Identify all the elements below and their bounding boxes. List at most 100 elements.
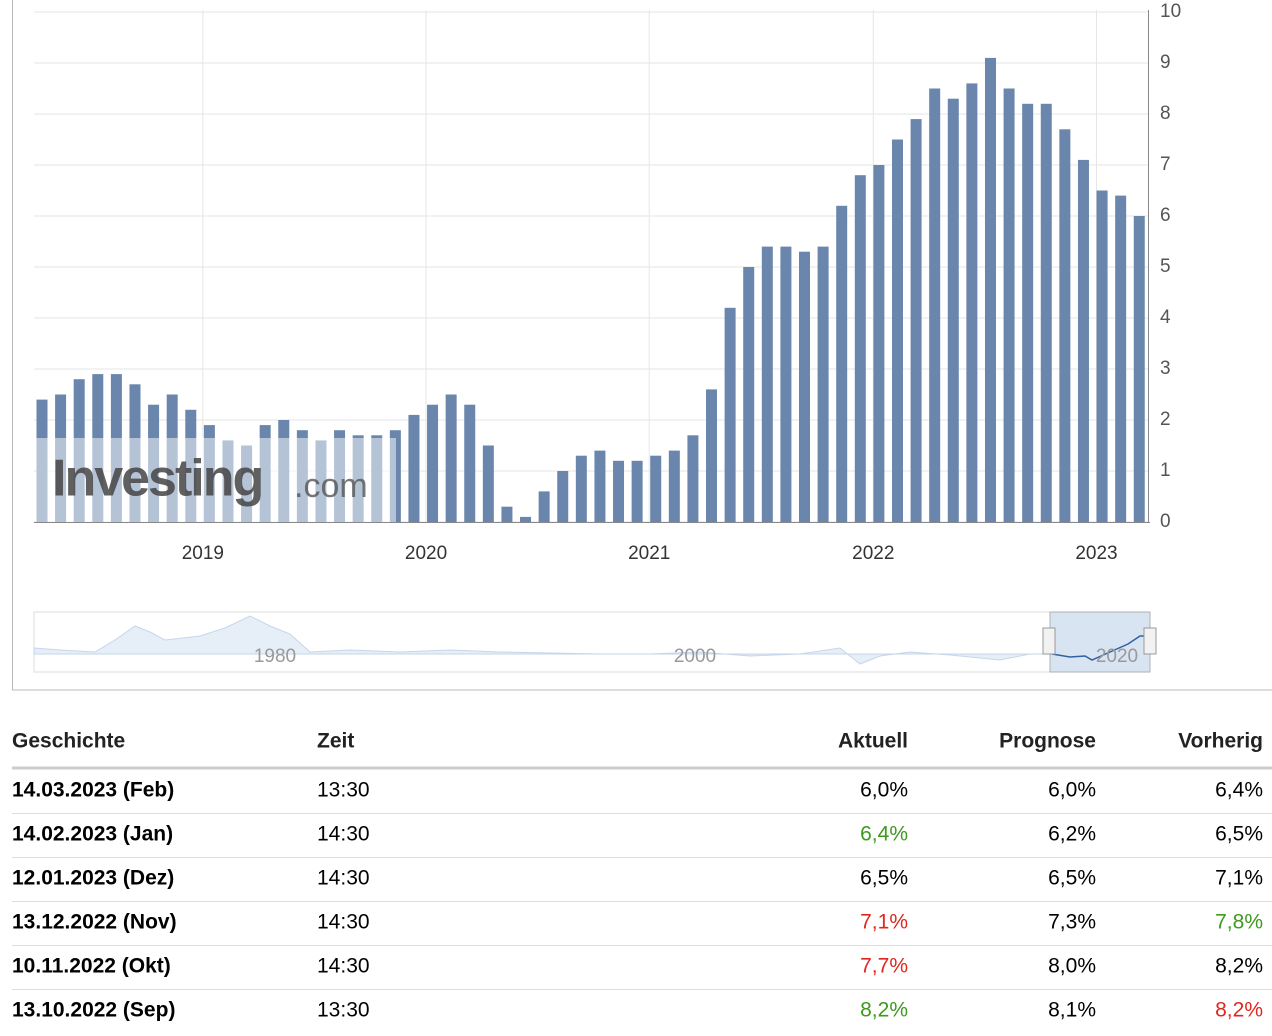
y-tick-label: 3	[1160, 358, 1171, 379]
navigator-area	[33, 615, 1050, 665]
watermark-suffix: .com	[294, 467, 368, 505]
table-cell: 6,5%	[1215, 823, 1263, 846]
y-tick-label: 5	[1160, 256, 1171, 277]
table-cell: 6,0%	[1048, 779, 1096, 802]
table-cell: 8,2%	[1215, 999, 1263, 1022]
x-tick-label: 2023	[1075, 543, 1117, 564]
table-cell: 7,1%	[1215, 867, 1263, 890]
y-tick-label: 10	[1160, 1, 1181, 22]
bar	[464, 404, 476, 522]
column-header: Vorherig	[1178, 730, 1263, 753]
bar	[594, 450, 606, 522]
table-cell: 10.11.2022 (Okt)	[12, 955, 171, 978]
x-tick-label: 2021	[628, 543, 670, 564]
table-cell: 7,7%	[860, 955, 908, 978]
grid: 0 1 2 3 4 5 6 7 8 9 10 2019 2020 2021 2022 2023	[34, 1, 1181, 564]
chart-frame	[12, 0, 1272, 691]
navigator-handle[interactable]	[1042, 627, 1056, 655]
watermark-group: Investing .com	[36, 438, 396, 523]
table-cell: 13:30	[317, 999, 370, 1022]
bar	[575, 455, 587, 522]
table-cell: 12.01.2023 (Dez)	[12, 867, 174, 890]
bar	[1077, 159, 1089, 522]
bar	[873, 165, 885, 522]
bar	[1059, 129, 1071, 523]
table-cell: 8,2%	[1215, 955, 1263, 978]
table-cell: 6,0%	[860, 779, 908, 802]
history-table: Geschichte Zeit Aktuell Prognose Vorherig 14.…	[12, 730, 1272, 1022]
navigator-handle[interactable]	[1143, 627, 1157, 655]
bar	[1003, 88, 1015, 522]
bar	[501, 506, 513, 522]
y-tick-label: 0	[1160, 511, 1171, 532]
column-header: Zeit	[317, 730, 354, 753]
y-tick-label: 9	[1160, 52, 1171, 73]
table-cell: 6,5%	[1048, 867, 1096, 890]
bar	[743, 267, 755, 522]
bar	[1096, 190, 1108, 522]
table-cell: 13.12.2022 (Nov)	[12, 911, 177, 934]
navigator-label: 2000	[674, 646, 716, 667]
table-cell: 14:30	[317, 955, 370, 978]
table-cell: 7,3%	[1048, 911, 1096, 934]
table-cell: 13:30	[317, 779, 370, 802]
bar	[427, 404, 439, 522]
bar	[984, 57, 996, 523]
watermark-text: Investing	[52, 450, 262, 508]
watermark-backdrop	[36, 438, 396, 523]
x-tick-label: 2020	[405, 543, 447, 564]
table-cell: 8,2%	[860, 999, 908, 1022]
table-cell: 14:30	[317, 867, 370, 890]
bar	[613, 460, 625, 522]
bar	[706, 389, 718, 522]
table-cell: 14.02.2023 (Jan)	[12, 823, 173, 846]
bar	[557, 471, 569, 522]
table-cell: 14:30	[317, 823, 370, 846]
bar	[520, 516, 532, 522]
y-tick-label: 2	[1160, 409, 1171, 430]
bar	[538, 491, 550, 522]
bar	[1115, 195, 1127, 522]
bar	[799, 251, 811, 522]
bar	[1040, 103, 1052, 523]
table-cell: 8,1%	[1048, 999, 1096, 1022]
table-cell: 6,2%	[1048, 823, 1096, 846]
column-header: Prognose	[999, 730, 1096, 753]
table-cell: 7,1%	[860, 911, 908, 934]
bar	[687, 435, 699, 522]
bar	[482, 445, 494, 522]
bar	[668, 450, 680, 522]
bar	[891, 139, 903, 522]
table-cell: 6,5%	[860, 867, 908, 890]
bar	[836, 205, 848, 523]
bar	[910, 119, 922, 522]
bar	[817, 246, 829, 522]
table-cell: 6,4%	[860, 823, 908, 846]
bar	[724, 307, 736, 522]
navigator-label: 2020	[1096, 646, 1138, 667]
bar	[947, 98, 959, 522]
x-tick-label: 2022	[852, 543, 894, 564]
y-tick-label: 1	[1160, 460, 1171, 481]
navigator-label: 1980	[254, 646, 296, 667]
table-cell: 6,4%	[1215, 779, 1263, 802]
bar	[1133, 216, 1145, 522]
bar	[650, 455, 662, 522]
y-tick-label: 6	[1160, 205, 1171, 226]
bar	[854, 175, 866, 522]
bar	[408, 414, 420, 522]
bar	[445, 394, 457, 522]
y-tick-label: 7	[1160, 154, 1171, 175]
navigator-line	[1051, 635, 1148, 661]
bar	[966, 83, 978, 523]
bar	[1022, 103, 1034, 523]
table-cell: 13.10.2022 (Sep)	[12, 999, 175, 1022]
y-tick-label: 8	[1160, 103, 1171, 124]
column-header: Geschichte	[12, 730, 125, 753]
bar	[780, 246, 792, 522]
y-tick-label: 4	[1160, 307, 1171, 328]
bar	[761, 246, 773, 522]
column-header: Aktuell	[838, 730, 908, 753]
